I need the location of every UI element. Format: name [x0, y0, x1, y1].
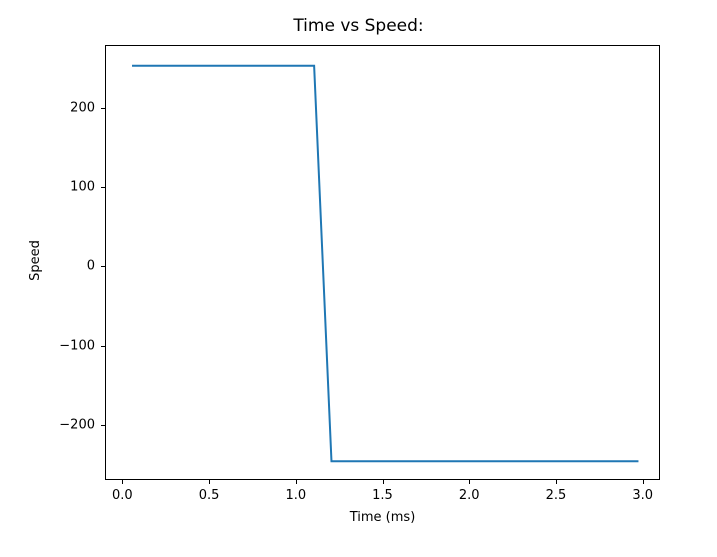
x-tick-label: 2.0	[459, 488, 480, 503]
x-tick-label: 3.0	[632, 488, 653, 503]
x-tick-label: 2.5	[546, 488, 567, 503]
y-tick-mark	[101, 425, 105, 426]
x-tick-label: 0.5	[199, 488, 220, 503]
x-tick-mark	[122, 480, 123, 484]
x-tick-label: 1.5	[372, 488, 393, 503]
data-line	[132, 66, 638, 461]
chart-title: Time vs Speed:	[0, 16, 717, 36]
y-tick-label: −100	[59, 338, 95, 353]
y-tick-mark	[101, 266, 105, 267]
x-tick-mark	[469, 480, 470, 484]
plot-area	[105, 45, 660, 480]
y-tick-label: −200	[59, 417, 95, 432]
x-tick-mark	[383, 480, 384, 484]
x-tick-label: 0.0	[112, 488, 133, 503]
x-tick-mark	[209, 480, 210, 484]
x-tick-mark	[643, 480, 644, 484]
y-tick-mark	[101, 187, 105, 188]
x-tick-mark	[296, 480, 297, 484]
x-tick-mark	[556, 480, 557, 484]
y-tick-label: 200	[70, 101, 95, 116]
y-tick-label: 100	[70, 180, 95, 195]
y-tick-mark	[101, 346, 105, 347]
y-axis-label: Speed	[28, 43, 43, 478]
chart-container: Time vs Speed: Time (ms) Speed 0.0 0.5 1.0…	[0, 0, 717, 557]
y-tick-mark	[101, 108, 105, 109]
x-tick-label: 1.0	[285, 488, 306, 503]
line-chart-svg	[106, 46, 661, 481]
y-tick-label: 0	[87, 259, 95, 274]
x-axis-label: Time (ms)	[105, 510, 660, 525]
